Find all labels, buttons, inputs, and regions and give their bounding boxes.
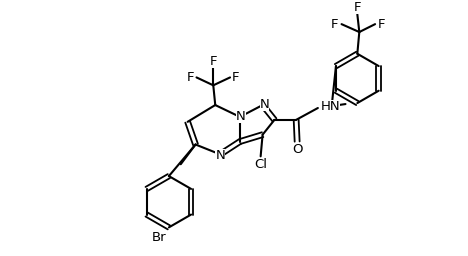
Text: F: F [187, 71, 194, 84]
Text: N: N [215, 149, 225, 162]
Text: N: N [260, 98, 270, 111]
Text: F: F [378, 18, 386, 31]
Text: Br: Br [151, 231, 166, 244]
Text: N: N [236, 110, 246, 123]
Text: HN: HN [321, 100, 340, 113]
Text: O: O [292, 143, 302, 156]
Text: F: F [354, 1, 361, 14]
Text: Cl: Cl [254, 158, 267, 171]
Text: F: F [210, 55, 217, 68]
Text: F: F [232, 71, 240, 84]
Text: F: F [331, 18, 338, 31]
